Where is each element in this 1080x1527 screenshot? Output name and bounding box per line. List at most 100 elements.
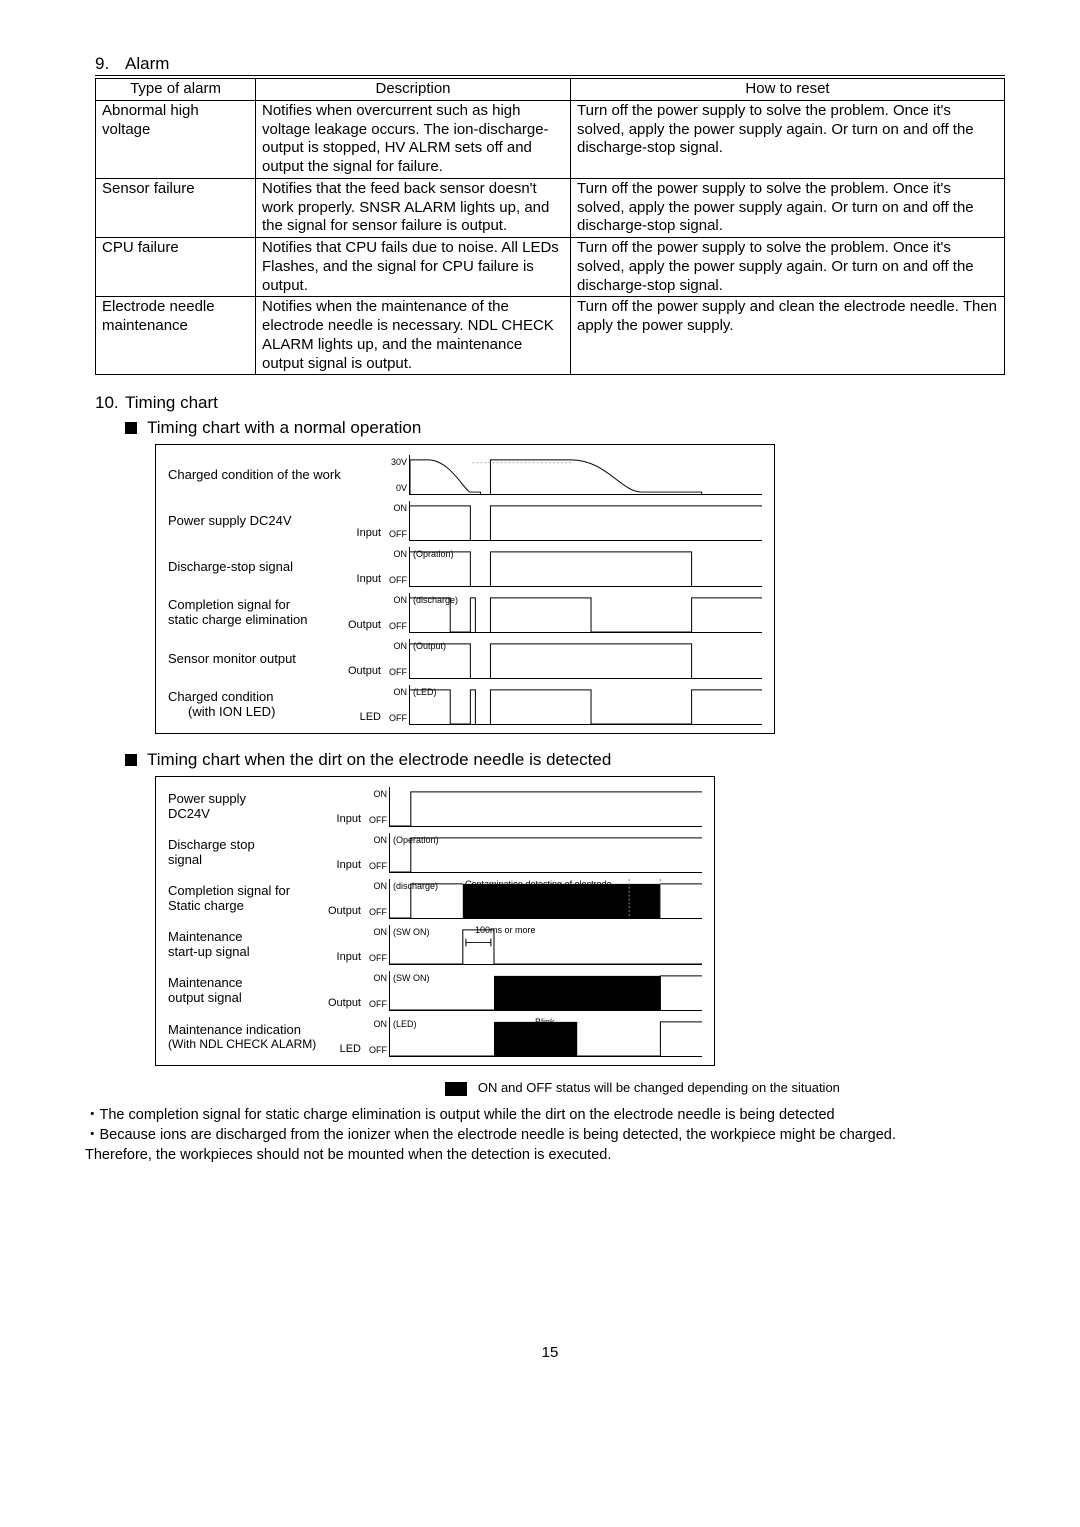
alarm-type: Abnormal high voltage bbox=[96, 100, 256, 178]
signal-label: Discharge-stop signal bbox=[168, 560, 343, 575]
alarm-table: Type of alarm Description How to reset A… bbox=[95, 78, 1005, 375]
footnote-2: ・Because ions are discharged from the io… bbox=[85, 1126, 1005, 1144]
waveform bbox=[390, 925, 702, 964]
timing-chart-normal: Charged condition of the work 30V 0V Powe… bbox=[155, 444, 775, 734]
footnote-1: ・The completion signal for static charge… bbox=[85, 1106, 1005, 1124]
signal-label: Sensor monitor output bbox=[168, 652, 343, 667]
waveform bbox=[390, 787, 702, 826]
bullet-square-icon bbox=[125, 422, 137, 434]
io-label: Output bbox=[343, 639, 383, 679]
signal-label: Maintenance bbox=[168, 930, 323, 945]
signal-label: Completion signal for bbox=[168, 884, 323, 899]
io-label: LED bbox=[323, 1017, 363, 1057]
timing-chart-dirt: Power supplyDC24V Input ON OFF Discharge … bbox=[155, 776, 715, 1066]
off-label: 0V bbox=[396, 483, 407, 493]
alarm-type: Electrode needle maintenance bbox=[96, 297, 256, 375]
on-label: ON bbox=[394, 641, 408, 651]
bullet-text: Timing chart with a normal operation bbox=[147, 418, 421, 438]
signal-label: Power supply bbox=[168, 792, 323, 807]
signal-label: Maintenance bbox=[168, 976, 323, 991]
io-label bbox=[343, 455, 383, 495]
io-label: Input bbox=[323, 787, 363, 827]
io-label: Output bbox=[323, 879, 363, 919]
section-10-number: 10. bbox=[95, 393, 125, 413]
off-label: OFF bbox=[389, 713, 407, 723]
legend-text: ON and OFF status will be changed depend… bbox=[478, 1080, 840, 1095]
on-label: ON bbox=[374, 927, 388, 937]
table-row: CPU failure Notifies that CPU fails due … bbox=[96, 238, 1005, 297]
waveform bbox=[410, 455, 762, 494]
off-label: OFF bbox=[389, 667, 407, 677]
io-label: Input bbox=[343, 547, 383, 587]
alarm-reset: Turn off the power supply to solve the p… bbox=[571, 238, 1005, 297]
alarm-desc: Notifies when the maintenance of the ele… bbox=[256, 297, 571, 375]
section-9-heading: 9. Alarm bbox=[95, 54, 1005, 76]
alarm-header-type: Type of alarm bbox=[96, 79, 256, 101]
section-10-title: Timing chart bbox=[125, 393, 218, 413]
io-label: Output bbox=[343, 593, 383, 633]
section-9-number: 9. bbox=[95, 54, 125, 74]
io-label: Input bbox=[323, 833, 363, 873]
alarm-reset: Turn off the power supply to solve the p… bbox=[571, 178, 1005, 237]
waveform bbox=[390, 879, 702, 918]
off-label: OFF bbox=[369, 999, 387, 1009]
off-label: OFF bbox=[369, 907, 387, 917]
on-label: ON bbox=[394, 503, 408, 513]
legend-swatch-icon bbox=[445, 1082, 467, 1096]
waveform bbox=[410, 685, 762, 724]
waveform bbox=[390, 971, 702, 1010]
off-label: OFF bbox=[369, 815, 387, 825]
on-label: ON bbox=[394, 549, 408, 559]
legend: ON and OFF status will be changed depend… bbox=[445, 1080, 1005, 1096]
signal-label: Charged condition bbox=[168, 690, 343, 705]
signal-label-2: static charge elimination bbox=[168, 613, 343, 628]
off-label: OFF bbox=[369, 953, 387, 963]
waveform bbox=[410, 639, 762, 678]
on-label: ON bbox=[374, 881, 388, 891]
waveform bbox=[410, 593, 762, 632]
signal-label-2: output signal bbox=[168, 991, 323, 1006]
signal-label-2: Static charge bbox=[168, 899, 323, 914]
alarm-type: Sensor failure bbox=[96, 178, 256, 237]
section-10-heading: 10. Timing chart bbox=[95, 393, 1005, 414]
section-9-title: Alarm bbox=[125, 54, 169, 74]
signal-label-2: signal bbox=[168, 853, 323, 868]
alarm-header-desc: Description bbox=[256, 79, 571, 101]
off-label: OFF bbox=[369, 1045, 387, 1055]
off-label: OFF bbox=[389, 529, 407, 539]
signal-label-2: (With NDL CHECK ALARM) bbox=[168, 1038, 323, 1052]
signal-label: Charged condition of the work bbox=[168, 468, 343, 483]
io-label: Input bbox=[323, 925, 363, 965]
on-label: 30V bbox=[391, 457, 407, 467]
on-label: ON bbox=[374, 789, 388, 799]
bullet-square-icon bbox=[125, 754, 137, 766]
alarm-desc: Notifies that the feed back sensor doesn… bbox=[256, 178, 571, 237]
alarm-desc: Notifies when overcurrent such as high v… bbox=[256, 100, 571, 178]
on-label: ON bbox=[374, 973, 388, 983]
off-label: OFF bbox=[389, 621, 407, 631]
on-label: ON bbox=[374, 1019, 388, 1029]
alarm-type: CPU failure bbox=[96, 238, 256, 297]
signal-label: Power supply DC24V bbox=[168, 514, 343, 529]
waveform bbox=[390, 1017, 702, 1056]
on-label: ON bbox=[394, 595, 408, 605]
signal-label: Discharge stop bbox=[168, 838, 323, 853]
bullet-normal-operation: Timing chart with a normal operation bbox=[125, 418, 1005, 438]
waveform bbox=[390, 833, 702, 872]
footnote-3: Therefore, the workpieces should not be … bbox=[85, 1146, 1005, 1164]
table-row: Electrode needle maintenance Notifies wh… bbox=[96, 297, 1005, 375]
bullet-dirt-detected: Timing chart when the dirt on the electr… bbox=[125, 750, 1005, 770]
on-label: ON bbox=[394, 687, 408, 697]
off-label: OFF bbox=[389, 575, 407, 585]
signal-label: Completion signal for bbox=[168, 598, 343, 613]
signal-label-2: DC24V bbox=[168, 807, 323, 822]
off-label: OFF bbox=[369, 861, 387, 871]
signal-label-2: start-up signal bbox=[168, 945, 323, 960]
bullet-text: Timing chart when the dirt on the electr… bbox=[147, 750, 611, 770]
signal-label-2: (with ION LED) bbox=[168, 705, 343, 720]
alarm-header-reset: How to reset bbox=[571, 79, 1005, 101]
io-label: Input bbox=[343, 501, 383, 541]
page-number: 15 bbox=[95, 1344, 1005, 1361]
signal-label: Maintenance indication bbox=[168, 1023, 323, 1038]
io-label: Output bbox=[323, 971, 363, 1011]
